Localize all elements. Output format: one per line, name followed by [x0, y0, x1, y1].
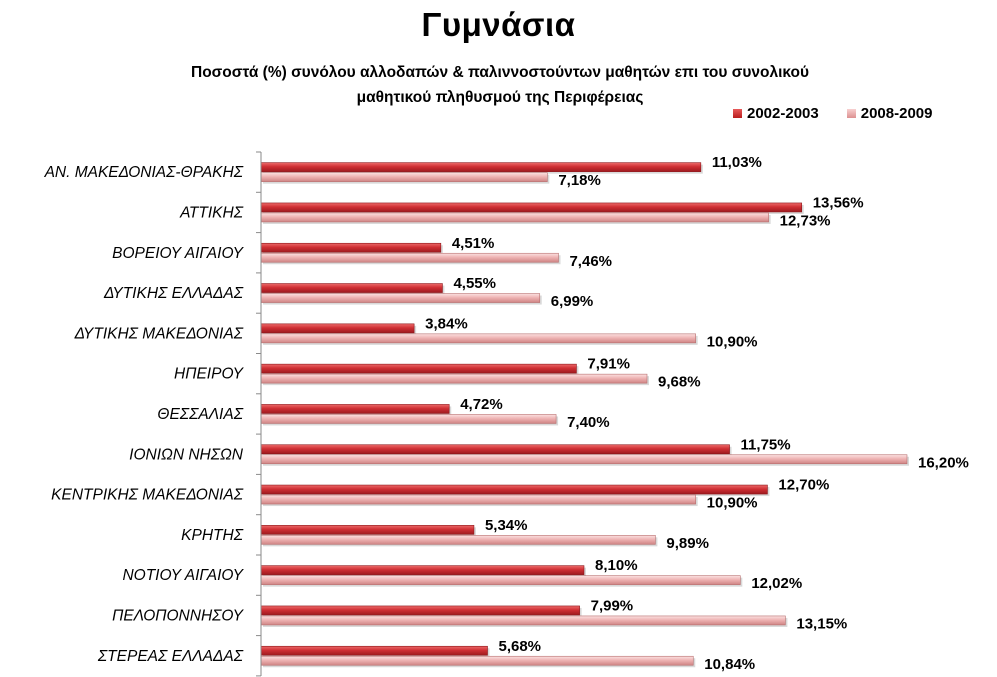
bar-2008-2009	[260, 414, 557, 424]
category-label: ΗΠΕΙΡΟΥ	[174, 366, 245, 383]
data-label-2008-2009: 10,84%	[704, 656, 755, 673]
data-label-2008-2009: 10,90%	[707, 333, 758, 350]
category-label: ΘΕΣΣΑΛΙΑΣ	[157, 406, 243, 423]
data-label-2008-2009: 10,90%	[707, 495, 758, 512]
data-label-2002-2003: 4,51%	[452, 235, 495, 252]
bar-2002-2003	[260, 645, 488, 656]
data-label-2002-2003: 11,75%	[741, 436, 791, 453]
data-label-2002-2003: 4,55%	[453, 275, 496, 292]
bar-2008-2009	[260, 373, 648, 384]
data-label-2002-2003: 5,34%	[485, 517, 528, 534]
bar-2002-2003	[260, 363, 577, 374]
data-label-2002-2003: 7,91%	[587, 356, 630, 373]
data-label-2008-2009: 7,46%	[569, 253, 612, 270]
data-label-2002-2003: 4,72%	[460, 396, 503, 413]
bar-2008-2009	[260, 333, 696, 344]
bar-2008-2009	[260, 454, 908, 465]
category-label: ΚΡΗΤΗΣ	[181, 527, 244, 544]
category-label: ΑΝ. ΜΑΚΕΔΟΝΙΑΣ-ΘΡΑΚΗΣ	[44, 164, 244, 181]
bar-2008-2009	[260, 212, 769, 223]
bar-2002-2003	[260, 444, 730, 455]
bar-2002-2003	[260, 283, 443, 293]
bar-2002-2003	[260, 202, 803, 213]
data-label-2008-2009: 12,73%	[780, 212, 831, 229]
data-label-2008-2009: 6,99%	[551, 293, 594, 310]
data-label-2002-2003: 7,99%	[591, 597, 634, 614]
bar-2002-2003	[260, 484, 768, 495]
bar-2002-2003	[260, 565, 585, 575]
bar-2008-2009	[260, 575, 741, 585]
data-label-2002-2003: 8,10%	[595, 557, 638, 574]
bar-2002-2003	[260, 605, 580, 616]
bar-2008-2009	[260, 655, 694, 666]
bar-2008-2009	[260, 494, 696, 505]
category-label: ΝΟΤΙΟΥ ΑΙΓΑΙΟΥ	[122, 567, 244, 584]
bar-2002-2003	[260, 323, 415, 334]
category-label: ΠΕΛΟΠΟΝΝΗΣΟΥ	[112, 607, 245, 624]
data-label-2008-2009: 9,89%	[666, 535, 709, 552]
data-label-2002-2003: 13,56%	[813, 194, 864, 211]
bar-2008-2009	[260, 615, 786, 626]
category-label: ΣΤΕΡΕΑΣ ΕΛΛΑΔΑΣ	[97, 648, 244, 665]
bar-2002-2003	[260, 242, 442, 253]
data-label-2008-2009: 9,68%	[658, 374, 701, 391]
category-label: ΔΥΤΙΚΗΣ ΜΑΚΕΔΟΝΙΑΣ	[74, 325, 244, 342]
category-label: ΑΤΤΙΚΗΣ	[179, 204, 244, 221]
bar-2002-2003	[260, 525, 475, 535]
data-label-2008-2009: 13,15%	[796, 615, 847, 632]
category-label: ΙΟΝΙΩΝ ΝΗΣΩΝ	[129, 446, 244, 463]
bar-2008-2009	[260, 252, 559, 263]
data-label-2008-2009: 12,02%	[751, 575, 802, 592]
bar-2008-2009	[260, 293, 541, 303]
bar-2008-2009	[260, 172, 548, 182]
legend-label-2002-2003: 2002-2003	[747, 105, 819, 122]
data-label-2002-2003: 11,03%	[712, 154, 762, 171]
bar-2008-2009	[260, 535, 656, 545]
data-label-2008-2009: 7,18%	[558, 172, 601, 189]
data-label-2002-2003: 5,68%	[498, 638, 541, 655]
legend-swatch-2002-2003	[733, 109, 742, 118]
data-label-2008-2009: 7,40%	[567, 414, 610, 431]
chart-subtitle: Ποσοστά (%) συνόλου αλλοδαπών & παλιννοσ…	[80, 60, 920, 110]
category-label: ΒΟΡΕΙΟΥ ΑΙΓΑΙΟΥ	[112, 245, 245, 262]
category-label: ΚΕΝΤΡΙΚΗΣ ΜΑΚΕΔΟΝΙΑΣ	[51, 487, 244, 504]
chart-title: Γυμνάσια	[421, 6, 576, 43]
legend-swatch-2008-2009	[846, 109, 856, 118]
bar-2002-2003	[260, 162, 702, 172]
chart-subtitle-line-2: μαθητικού πληθυσμού της Περιφέρειας	[356, 89, 644, 106]
data-label-2008-2009: 16,20%	[918, 454, 969, 471]
bar-2002-2003	[260, 404, 450, 414]
chart-subtitle-line-1: Ποσοστά (%) συνόλου αλλοδαπών & παλιννοσ…	[191, 64, 809, 81]
category-label: ΔΥΤΙΚΗΣ ΕΛΛΑΔΑΣ	[103, 285, 244, 302]
legend: 2002-2003 2008-2009	[733, 105, 932, 122]
data-label-2002-2003: 3,84%	[425, 315, 468, 332]
data-label-2002-2003: 12,70%	[778, 477, 829, 494]
legend-label-2008-2009: 2008-2009	[860, 105, 933, 122]
